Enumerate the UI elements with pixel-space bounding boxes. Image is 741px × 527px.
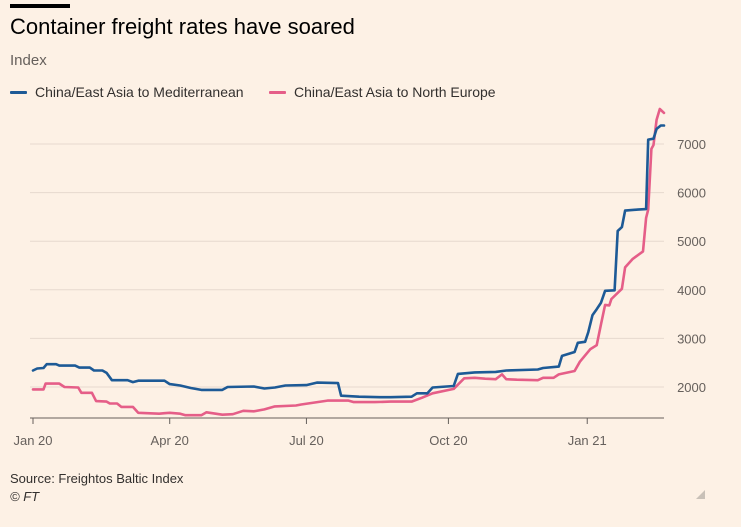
series-lines	[31, 107, 666, 417]
y-tick-label: 2000	[677, 380, 706, 395]
y-tick-label: 4000	[677, 283, 706, 298]
x-tick-label: Jul 20	[289, 433, 324, 448]
legend-item-mediterranean: China/East Asia to Mediterranean	[10, 84, 244, 100]
y-tick-label: 5000	[677, 234, 706, 249]
resize-corner-icon	[696, 490, 705, 499]
legend-label-north-europe: China/East Asia to North Europe	[294, 84, 496, 100]
legend-label-mediterranean: China/East Asia to Mediterranean	[35, 84, 244, 100]
series-line-mediterranean	[31, 124, 666, 399]
y-tick-label: 6000	[677, 186, 706, 201]
top-rule	[10, 4, 70, 8]
x-tick-label: Apr 20	[151, 433, 189, 448]
chart-title: Container freight rates have soared	[10, 14, 355, 39]
source-note: Source: Freightos Baltic Index	[10, 471, 184, 486]
x-tick-label: Jan 21	[568, 433, 607, 448]
copyright-note: © FT	[10, 489, 40, 504]
tick-labels: 2000 3000 4000 5000 6000 7000 Jan 20 Apr 20 Jul …	[13, 137, 706, 448]
legend-swatch-mediterranean	[10, 90, 27, 94]
series-line-north-europe	[31, 107, 666, 417]
y-tick-label: 3000	[677, 331, 706, 346]
legend-item-north-europe: China/East Asia to North Europe	[269, 84, 496, 100]
y-tick-label: 7000	[677, 137, 706, 152]
chart-subtitle: Index	[10, 52, 47, 69]
x-tick-label: Jan 20	[13, 433, 52, 448]
x-tick-label: Oct 20	[429, 433, 467, 448]
legend-swatch-north-europe	[269, 90, 286, 94]
gridlines	[30, 143, 664, 388]
x-axis	[30, 417, 664, 424]
